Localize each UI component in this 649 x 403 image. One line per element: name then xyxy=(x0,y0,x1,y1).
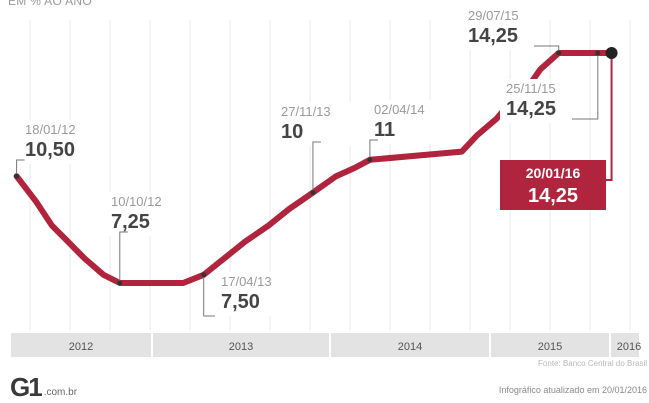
annotation-box xyxy=(462,6,542,50)
annotation-value: 14,25 xyxy=(528,185,578,207)
data-point xyxy=(556,50,562,56)
logo-mark: G1 xyxy=(10,372,43,402)
annotation-date: 25/11/15 xyxy=(506,81,556,96)
annotation-box xyxy=(368,100,448,144)
annotation-date: 17/04/13 xyxy=(221,274,272,289)
chart-subtitle: EM % AO ANO xyxy=(8,0,92,8)
annotation-leader xyxy=(16,159,25,177)
g1-logo[interactable]: G1 .com.br xyxy=(10,374,77,400)
annotation-leader xyxy=(203,274,215,317)
data-point xyxy=(14,173,20,179)
annotation-value: 10 xyxy=(281,121,303,143)
x-tick-label: 2012 xyxy=(69,341,93,353)
annotation-leader xyxy=(119,231,128,283)
annotation-date: 18/01/12 xyxy=(25,122,76,137)
annotation-value: 14,25 xyxy=(468,25,518,47)
annotation-box xyxy=(500,79,580,123)
x-tick-label: 2013 xyxy=(229,341,253,353)
annotation-value: 11 xyxy=(374,119,395,141)
year-band-segment xyxy=(331,333,489,357)
year-band-segment xyxy=(153,333,329,357)
highlight-box xyxy=(500,160,606,210)
annotation-date: 20/01/16 xyxy=(526,165,581,181)
annotation-date: 10/10/12 xyxy=(111,194,162,209)
annotation-value: 14,25 xyxy=(506,98,556,120)
data-point xyxy=(201,272,207,278)
year-band-segment xyxy=(611,333,639,357)
annotation-leader xyxy=(606,53,613,181)
annotation-leader xyxy=(572,53,599,120)
annotation-value: 7,25 xyxy=(111,211,150,233)
end-point-marker xyxy=(605,47,618,59)
x-tick-label: 2015 xyxy=(538,341,562,353)
data-point xyxy=(595,50,601,56)
annotation-leader xyxy=(312,141,321,193)
annotation-box xyxy=(105,192,185,236)
annotation-value: 7,50 xyxy=(221,291,260,313)
annotation-leader xyxy=(369,139,378,160)
annotation-date: 29/07/15 xyxy=(468,8,519,23)
annotation-date: 02/04/14 xyxy=(374,102,425,117)
annotation-box xyxy=(215,272,295,316)
annotation-value: 10,50 xyxy=(25,139,75,161)
source-note: Fonte: Banco Central do Brasil xyxy=(538,359,647,368)
logo-domain: .com.br xyxy=(43,387,78,398)
updated-note: Infográfico atualizado em 20/01/2016 xyxy=(498,385,647,395)
annotation-box xyxy=(275,102,355,146)
data-point xyxy=(117,280,123,286)
annotation-box xyxy=(19,120,99,164)
year-band-segment xyxy=(11,333,151,357)
x-tick-label: 2016 xyxy=(617,341,641,353)
year-band-segment xyxy=(491,333,609,357)
data-point xyxy=(310,190,316,196)
x-tick-label: 2014 xyxy=(398,341,422,353)
data-point xyxy=(367,157,373,163)
annotation-date: 27/11/13 xyxy=(281,104,331,119)
